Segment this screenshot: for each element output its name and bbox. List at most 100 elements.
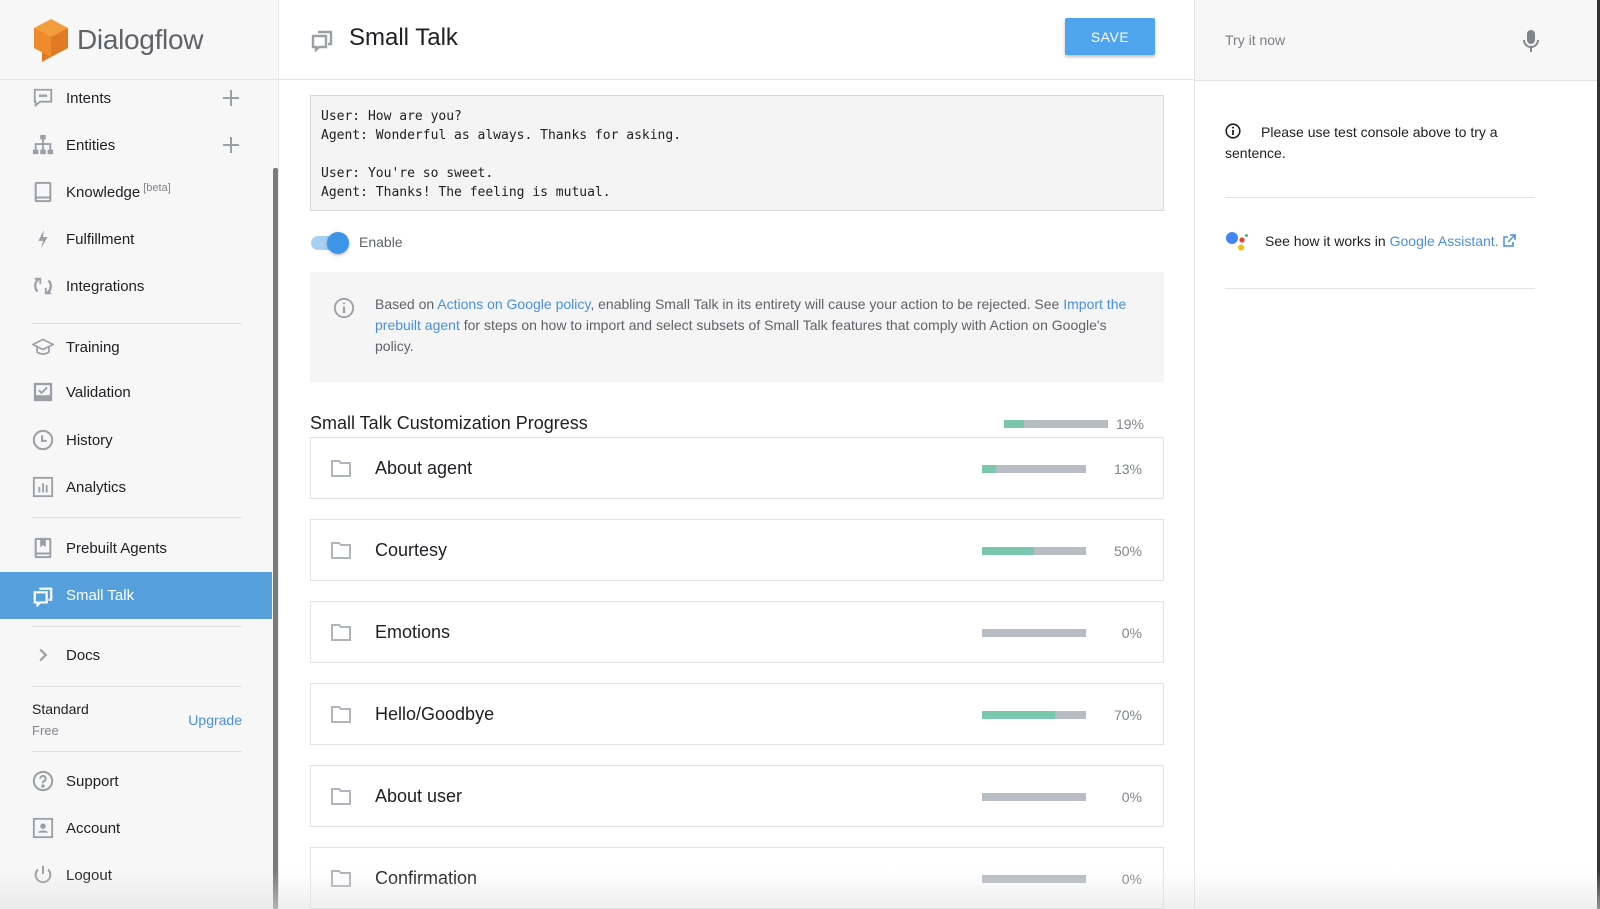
category-percent: 50% bbox=[1113, 543, 1142, 559]
category-progress-bar bbox=[982, 629, 1086, 637]
sidebar-item-entities[interactable]: Entities bbox=[0, 122, 272, 168]
book-icon bbox=[32, 181, 54, 203]
page-header: Small Talk SAVE bbox=[279, 0, 1195, 80]
save-button[interactable]: SAVE bbox=[1065, 18, 1155, 55]
panel-divider bbox=[1225, 197, 1535, 198]
sidebar-item-docs[interactable]: Docs bbox=[0, 632, 272, 678]
sidebar-item-intents[interactable]: Intents bbox=[0, 75, 272, 121]
folder-icon bbox=[331, 788, 351, 805]
sidebar-item-label: Entities bbox=[66, 136, 116, 154]
checkbox-icon bbox=[32, 381, 54, 403]
sidebar-item-history[interactable]: History bbox=[0, 417, 272, 463]
sidebar-item-label: Prebuilt Agents bbox=[66, 539, 167, 557]
account-box-icon bbox=[32, 817, 54, 839]
sidebar-item-validation[interactable]: Validation bbox=[0, 369, 272, 415]
bolt-icon bbox=[32, 228, 54, 250]
try-it-input[interactable] bbox=[1225, 27, 1505, 53]
sidebar-scrollbar[interactable] bbox=[273, 168, 278, 909]
sidebar-item-label: Validation bbox=[66, 383, 131, 401]
category-percent: 0% bbox=[1121, 871, 1142, 887]
category-progress-bar bbox=[982, 711, 1086, 719]
chat-icon bbox=[32, 87, 54, 109]
window-edge bbox=[1597, 0, 1600, 909]
actions-on-google-policy-link[interactable]: Actions on Google policy bbox=[437, 296, 591, 312]
sidebar-item-label: Docs bbox=[66, 646, 101, 664]
sidebar-item-label: Knowledge bbox=[66, 183, 141, 201]
logo[interactable]: Dialogflow bbox=[0, 0, 278, 80]
category-percent: 0% bbox=[1121, 789, 1142, 805]
graduation-cap-icon bbox=[32, 336, 54, 358]
app-name: Dialogflow bbox=[77, 23, 204, 55]
upgrade-link[interactable]: Upgrade bbox=[188, 712, 242, 728]
notice-text: , enabling Small Talk in its entirety wi… bbox=[590, 296, 1064, 312]
category-name: Courtesy bbox=[375, 540, 448, 560]
sidebar-item-logout[interactable]: Logout bbox=[0, 852, 272, 898]
toggle-thumb bbox=[327, 232, 349, 254]
folder-icon bbox=[331, 460, 351, 477]
external-link-icon[interactable] bbox=[1502, 234, 1516, 248]
info-icon bbox=[1225, 123, 1241, 139]
power-icon bbox=[32, 864, 54, 886]
category-name: Confirmation bbox=[375, 868, 478, 888]
plan-info: Standard Free Upgrade bbox=[32, 697, 242, 745]
category-progress-bar bbox=[982, 793, 1086, 801]
category-name: About user bbox=[375, 786, 463, 806]
panel-divider bbox=[1225, 288, 1535, 289]
clock-icon bbox=[32, 429, 54, 451]
sidebar-item-label: Fulfillment bbox=[66, 230, 135, 248]
add-entity-icon[interactable] bbox=[222, 136, 240, 154]
overall-progress-bar bbox=[1004, 420, 1108, 428]
sidebar-item-support[interactable]: Support bbox=[0, 758, 272, 804]
progress-fill bbox=[1004, 420, 1024, 428]
category-name: About agent bbox=[375, 458, 473, 478]
sidebar-divider bbox=[32, 626, 242, 627]
folder-icon bbox=[331, 624, 351, 641]
sidebar-item-label: Account bbox=[66, 819, 121, 837]
sidebar-item-prebuilt-agents[interactable]: Prebuilt Agents bbox=[0, 525, 272, 571]
policy-notice: Based on Actions on Google policy, enabl… bbox=[310, 272, 1164, 382]
sidebar-item-account[interactable]: Account bbox=[0, 805, 272, 851]
progress-fill bbox=[982, 547, 1034, 555]
sidebar-item-small-talk[interactable]: Small Talk bbox=[0, 572, 272, 619]
enable-label: Enable bbox=[359, 234, 403, 250]
category-row-emotions[interactable]: Emotions 0% bbox=[310, 601, 1164, 663]
sidebar-divider bbox=[32, 323, 242, 324]
progress-fill bbox=[982, 465, 996, 473]
microphone-icon[interactable] bbox=[1522, 29, 1540, 53]
category-row-about-agent[interactable]: About agent 13% bbox=[310, 437, 1164, 499]
category-row-about-user[interactable]: About user 0% bbox=[310, 765, 1164, 827]
bar-chart-icon bbox=[32, 476, 54, 498]
main-content: Small Talk SAVE User: How are you? Agent… bbox=[278, 0, 1195, 909]
chevron-right-icon bbox=[32, 644, 54, 666]
plan-name: Standard bbox=[32, 701, 89, 717]
small-talk-icon bbox=[311, 30, 333, 52]
sidebar-item-label: Logout bbox=[66, 866, 112, 884]
google-assistant-row: See how it works in Google Assistant. bbox=[1225, 229, 1516, 253]
beta-badge: [beta] bbox=[143, 182, 171, 194]
category-name: Hello/Goodbye bbox=[375, 704, 495, 724]
google-assistant-link[interactable]: Google Assistant. bbox=[1389, 233, 1499, 249]
ga-text: See how it works in bbox=[1265, 233, 1386, 249]
sidebar-item-fulfillment[interactable]: Fulfillment bbox=[0, 216, 272, 262]
example-dialog: User: How are you? Agent: Wonderful as a… bbox=[310, 95, 1164, 211]
small-talk-icon bbox=[32, 585, 54, 607]
enable-toggle[interactable] bbox=[311, 232, 349, 254]
category-row-confirmation[interactable]: Confirmation 0% bbox=[310, 847, 1164, 909]
category-row-hello-goodbye[interactable]: Hello/Goodbye 70% bbox=[310, 683, 1164, 745]
page-title: Small Talk bbox=[349, 24, 458, 51]
sidebar-divider bbox=[32, 751, 242, 752]
sidebar-item-analytics[interactable]: Analytics bbox=[0, 464, 272, 510]
sidebar-item-label: Support bbox=[66, 772, 119, 790]
sidebar-item-training[interactable]: Training bbox=[0, 324, 272, 370]
import-prebuilt-agent-link[interactable]: Import the prebuilt agent bbox=[375, 296, 1127, 333]
sidebar-item-integrations[interactable]: Integrations bbox=[0, 263, 272, 309]
add-intent-icon[interactable] bbox=[222, 89, 240, 107]
overall-progress-percent: 19% bbox=[1115, 416, 1144, 432]
sidebar-divider bbox=[32, 517, 242, 518]
notice-text: for steps on how to import and select su… bbox=[375, 317, 1107, 354]
category-row-courtesy[interactable]: Courtesy 50% bbox=[310, 519, 1164, 581]
sidebar-divider bbox=[32, 686, 242, 687]
console-hint-text: Please use test console above to try a s… bbox=[1225, 124, 1498, 161]
sidebar-item-knowledge[interactable]: Knowledge [beta] bbox=[0, 169, 272, 215]
sidebar-item-label: Training bbox=[66, 338, 120, 356]
